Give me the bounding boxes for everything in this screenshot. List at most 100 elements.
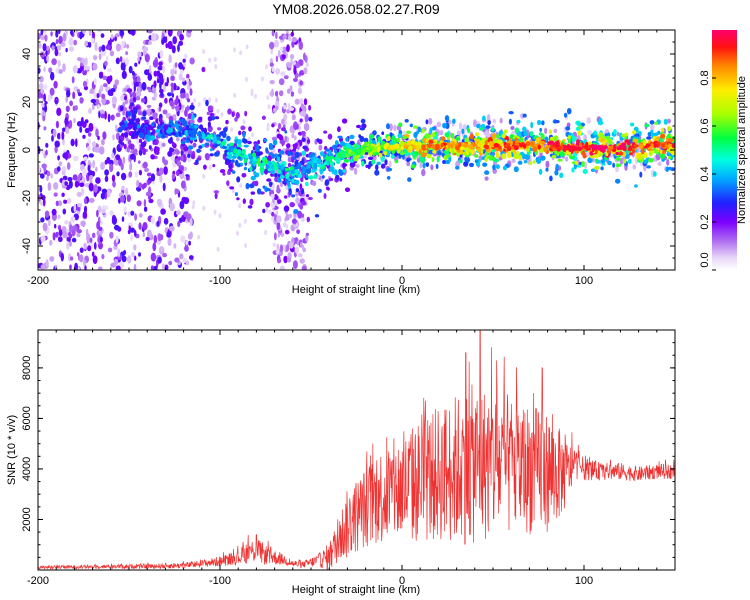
spectrogram-noise-blob: [120, 94, 126, 102]
spectrogram-ridge-blob: [247, 205, 253, 209]
spectrogram-ridge-blob: [316, 138, 320, 143]
spectrogram-noise-blob: [106, 76, 111, 85]
spectrogram-noise-blob: [115, 154, 121, 161]
spectrogram-ridge-blob: [213, 190, 219, 194]
spectrogram-ridge-blob: [146, 104, 152, 109]
spectrogram-noise-blob: [109, 231, 114, 239]
spectrogram-ridge-blob: [242, 138, 248, 144]
spectrogram-ridge-blob: [312, 158, 318, 165]
spectrogram-ridge-blob: [262, 185, 266, 189]
spectrogram-noise-blob: [40, 52, 45, 58]
spectrogram-ridge-blob: [146, 86, 151, 90]
spectrogram-ridge-blob: [627, 158, 632, 164]
snr-y-axis: 2000 4000 6000 8000: [21, 329, 675, 571]
spectrogram-ridge-blob: [328, 177, 334, 182]
spectrogram-ridge-blob: [591, 148, 595, 153]
spectrogram-noise-blob: [69, 256, 74, 261]
spectrogram-noise-blob: [245, 77, 248, 82]
spectrogram-ridge-blob: [155, 129, 161, 133]
spectrogram-noise-blob: [43, 66, 46, 73]
spectrogram-ridge-blob: [442, 160, 447, 164]
spectrogram-ridge-blob: [587, 157, 593, 164]
spectrogram-ridge-blob: [667, 125, 671, 132]
spectrogram-ridge-blob: [660, 133, 666, 139]
spectrogram-ridge-blob: [484, 140, 488, 145]
spectrogram-ridge-blob: [529, 131, 534, 137]
spectrogram-noise-blob: [189, 231, 193, 240]
spectrogram-noise-blob: [98, 71, 104, 77]
spectrogram-noise-blob: [180, 180, 186, 189]
spectrogram-noise-blob: [272, 198, 275, 204]
spectrogram-noise-blob: [283, 113, 288, 120]
x-tick-label: -200: [27, 275, 49, 287]
spectrogram-ridge-blob: [508, 118, 512, 125]
spectrogram-ridge-blob: [204, 153, 210, 160]
spectrogram-noise-blob: [58, 161, 63, 167]
spectrogram-ridge-blob: [513, 145, 519, 151]
spectrogram-ridge-blob: [187, 153, 191, 158]
spectrogram-noise-blob: [303, 98, 308, 106]
spectrogram-noise-blob: [43, 84, 48, 91]
spectrogram-ridge-blob: [502, 165, 507, 171]
spectrogram-noise-blob: [61, 171, 66, 176]
spectrogram-noise-blob: [147, 180, 151, 185]
spectrogram-noise-blob: [301, 111, 307, 117]
spectrogram-noise-blob: [83, 156, 88, 161]
spectrogram-noise-blob: [51, 45, 55, 51]
spectrogram-noise-blob: [91, 103, 95, 111]
spectrogram-noise-blob: [100, 113, 105, 119]
spectrogram-noise-blob: [208, 57, 212, 63]
spectrogram-ridge-blob: [119, 105, 124, 112]
spectrogram-noise-blob: [42, 115, 46, 122]
spectrogram-ridge-blob: [597, 120, 604, 126]
spectrogram-ridge-blob: [299, 204, 304, 210]
spectrogram-ridge-blob: [429, 134, 433, 138]
spectrogram-ridge-blob: [543, 147, 548, 153]
spectrogram-ridge-blob: [356, 149, 362, 155]
spectrogram-noise-blob: [72, 156, 79, 162]
spectrogram-ridge-blob: [654, 121, 658, 126]
spectrogram-noise-blob: [275, 67, 281, 75]
spectrogram-ridge-blob: [400, 145, 404, 151]
snr-series-line: [38, 330, 675, 570]
spectrogram-ridge-blob: [203, 127, 208, 134]
spectrogram-noise-blob: [473, 119, 477, 128]
spectrogram-noise-blob: [137, 51, 142, 58]
spectrogram-noise-blob: [88, 153, 95, 158]
spectrogram-ridge-blob: [142, 148, 146, 156]
spectrogram-ridge-blob: [659, 152, 666, 159]
spectrogram-ridge-blob: [555, 163, 559, 170]
spectrogram-noise-blob: [278, 78, 285, 86]
spectrogram-noise-blob: [105, 44, 111, 50]
spectrogram-ridge-blob: [383, 143, 388, 150]
spectrogram-ridge-blob: [250, 175, 256, 181]
spectrogram-noise-blob: [43, 93, 46, 102]
spectrogram-ridge-blob: [255, 172, 260, 178]
spectrogram-ridge-blob: [259, 162, 265, 168]
spectrogram-ridge-blob: [201, 127, 205, 133]
spectrogram-ridge-blob: [144, 167, 149, 173]
spectrogram-ridge-blob: [180, 140, 186, 145]
spectrogram-ridge-blob: [528, 161, 533, 165]
spectrogram-ridge-blob: [559, 145, 564, 150]
spectrogram-noise-blob: [239, 50, 243, 56]
spectrogram-ridge-blob: [276, 156, 281, 163]
spectrogram-ridge-blob: [653, 142, 658, 148]
spectrogram-noise-blob: [197, 234, 201, 240]
spectrogram-noise-blob: [142, 222, 148, 231]
spectrogram-noise-blob: [97, 104, 100, 109]
spectrogram-ridge-blob: [213, 151, 220, 157]
spectrogram-ridge-blob: [615, 163, 622, 168]
spectrogram-noise-blob: [99, 236, 103, 243]
spectrogram-noise-blob: [188, 255, 194, 260]
spectrogram-ridge-blob: [406, 158, 411, 163]
spectrogram-ridge-blob: [481, 156, 485, 160]
spectrogram-ridge-blob: [131, 112, 137, 120]
spectrogram-noise-blob: [164, 82, 169, 87]
spectrogram-ridge-blob: [209, 153, 214, 157]
spectrogram-ridge-blob: [283, 195, 288, 199]
spectrogram-noise-blob: [107, 113, 111, 123]
spectrogram-ridge-blob: [522, 143, 527, 149]
spectrogram-noise-blob: [159, 174, 163, 183]
spectrogram-ridge-blob: [619, 137, 624, 141]
